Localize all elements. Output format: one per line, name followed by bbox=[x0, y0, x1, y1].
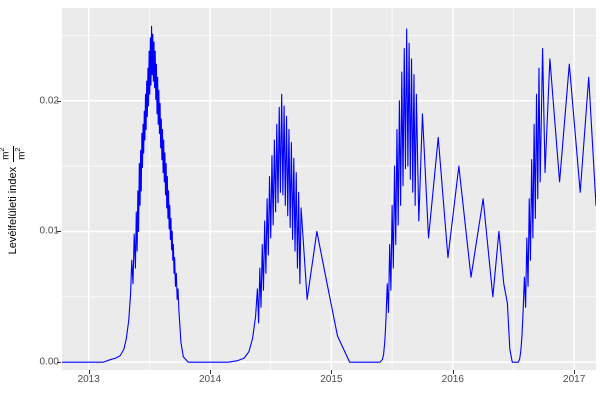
grid-minor bbox=[62, 8, 596, 370]
x-tick-mark bbox=[452, 370, 454, 374]
x-tick-label: 2016 bbox=[441, 374, 464, 385]
y-tick-label: 0.01 bbox=[39, 225, 59, 237]
grid-major bbox=[62, 8, 596, 370]
y-tick-mark bbox=[57, 362, 61, 364]
x-tick-label: 2015 bbox=[320, 374, 343, 385]
y-tick-label: 0.02 bbox=[39, 95, 59, 107]
fraction-bar bbox=[12, 145, 14, 162]
y-tick-mark bbox=[57, 231, 61, 233]
plot-area bbox=[62, 8, 596, 370]
y-axis-unit-numerator: m2 bbox=[0, 148, 12, 160]
x-tick-mark bbox=[331, 370, 333, 374]
y-axis-title-text: Levélfelületi index bbox=[7, 166, 19, 255]
x-tick-mark bbox=[210, 370, 212, 374]
x-tick-mark bbox=[574, 370, 576, 374]
x-tick-label: 2014 bbox=[198, 374, 222, 385]
plot-panel bbox=[62, 8, 596, 370]
y-axis-title: Levélfelületi index m2m2 bbox=[0, 0, 27, 400]
y-axis-unit-denominator: m2 bbox=[14, 147, 27, 160]
y-tick-label: 0.00 bbox=[39, 356, 59, 368]
y-tick-mark bbox=[57, 100, 61, 102]
x-tick-label: 2017 bbox=[563, 374, 586, 385]
y-axis-unit-fraction: m2m2 bbox=[0, 145, 27, 162]
data-series-line bbox=[62, 25, 596, 363]
x-tick-mark bbox=[88, 370, 90, 374]
x-tick-label: 2013 bbox=[77, 374, 100, 385]
